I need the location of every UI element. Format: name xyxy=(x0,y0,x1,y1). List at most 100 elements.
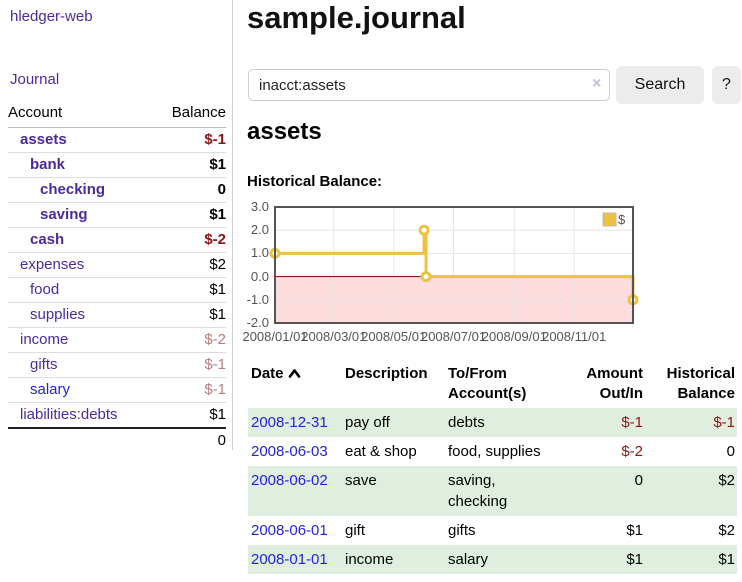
account-balance: $-2 xyxy=(153,227,226,253)
clear-search-icon[interactable]: × xyxy=(592,75,602,92)
account-balance: $2 xyxy=(153,252,226,278)
y-tick-label: 0.0 xyxy=(250,268,269,284)
sidebar: hledger-web Journal Account Balance asse… xyxy=(0,0,233,453)
register-col-accounts: To/From Account(s) xyxy=(448,365,527,402)
x-tick-label: 2008/03/01 xyxy=(301,329,367,344)
account-link-saving[interactable]: saving xyxy=(40,206,88,223)
txn-accounts: saving, checking xyxy=(448,472,508,510)
help-button[interactable]: ? xyxy=(712,66,741,104)
search-input[interactable] xyxy=(248,69,610,101)
register-row: 2008-12-31 pay off debts $-1 $-1 xyxy=(248,408,737,437)
account-balance: $1 xyxy=(153,402,226,428)
x-tick-label: 2008/09/01 xyxy=(481,329,547,344)
txn-balance: $-1 xyxy=(713,414,735,431)
account-link-food[interactable]: food xyxy=(30,281,60,298)
txn-date-link[interactable]: 2008-12-31 xyxy=(251,414,328,431)
txn-accounts: salary xyxy=(448,551,489,568)
accounts-total-row: 0 xyxy=(8,427,226,453)
historical-balance-chart: $ 3.0 2.0 1.0 0.0 -1.0 -2.0 2008/01/01 2008/03/… xyxy=(238,199,642,350)
search-button[interactable]: Search xyxy=(616,66,704,104)
account-balance: $1 xyxy=(153,277,226,303)
page-title: sample.journal xyxy=(247,0,466,35)
account-link-income[interactable]: income xyxy=(20,331,69,348)
account-link-expenses[interactable]: expenses xyxy=(20,256,85,273)
txn-date-link[interactable]: 2008-01-01 xyxy=(251,551,328,568)
y-tick-label: 2.0 xyxy=(250,222,269,238)
register-row: 2008-06-01 gift gifts $1 $2 xyxy=(248,516,737,545)
register-col-amount: Amount Out/In xyxy=(586,365,643,402)
account-balance: 0 xyxy=(153,177,226,203)
accounts-header-row: Account Balance xyxy=(8,100,226,128)
account-link-cash[interactable]: cash xyxy=(30,231,65,248)
chart-title: Historical Balance: xyxy=(247,173,383,190)
txn-date-link[interactable]: 2008-06-03 xyxy=(251,443,328,460)
account-balance: $1 xyxy=(153,302,226,328)
txn-description: eat & shop xyxy=(345,443,417,460)
register-col-description: Description xyxy=(345,365,428,382)
y-tick-label: -2.0 xyxy=(246,315,269,330)
account-balance: $1 xyxy=(153,202,226,228)
accounts-total-value: 0 xyxy=(153,427,226,453)
txn-amount: $1 xyxy=(626,522,643,539)
account-row-food: food $1 xyxy=(8,277,226,303)
account-link-liabilities-debts[interactable]: liabilities:debts xyxy=(20,406,118,423)
account-row-bank: bank $1 xyxy=(8,152,226,178)
x-tick-label: 2008/01/01 xyxy=(242,329,308,344)
x-tick-label: 2008/07/01 xyxy=(420,329,487,344)
register-header-row: Date Description To/From Account(s) Amou… xyxy=(248,360,737,408)
account-row-assets: assets $-1 xyxy=(8,128,226,153)
register-col-balance: Historical Balance xyxy=(666,365,735,402)
txn-description: pay off xyxy=(345,414,390,431)
register-row: 2008-01-01 income salary $1 $1 xyxy=(248,545,737,574)
account-row-supplies: supplies $1 xyxy=(8,302,226,328)
txn-description: gift xyxy=(345,522,366,539)
txn-description: save xyxy=(345,472,377,489)
account-row-liabilities-debts: liabilities:debts $1 xyxy=(8,402,226,428)
register-col-date[interactable]: Date xyxy=(248,360,345,408)
y-tick-label: 3.0 xyxy=(250,199,269,214)
account-row-expenses: expenses $2 xyxy=(8,252,226,278)
y-tick-label: 1.0 xyxy=(250,245,269,261)
register-table: Date Description To/From Account(s) Amou… xyxy=(248,360,737,574)
txn-amount: $-1 xyxy=(621,414,643,431)
sidebar-item-journal[interactable]: Journal xyxy=(10,71,60,88)
chart-canvas: $ xyxy=(238,200,642,355)
account-balance: $-1 xyxy=(153,352,226,378)
txn-balance: $1 xyxy=(718,551,735,568)
account-link-gifts[interactable]: gifts xyxy=(30,356,58,373)
txn-date-link[interactable]: 2008-06-02 xyxy=(251,472,328,489)
account-link-salary[interactable]: salary xyxy=(30,381,71,398)
account-link-supplies[interactable]: supplies xyxy=(30,306,86,323)
txn-balance: 0 xyxy=(726,443,735,460)
account-link-checking[interactable]: checking xyxy=(40,181,106,198)
sort-chevron-up-icon xyxy=(288,369,300,378)
account-row-income: income $-2 xyxy=(8,327,226,353)
txn-balance: $2 xyxy=(718,522,735,539)
register-row: 2008-06-03 eat & shop food, supplies $-2… xyxy=(248,437,737,466)
account-balance: $-1 xyxy=(153,377,226,403)
txn-accounts: gifts xyxy=(448,522,476,539)
x-tick-label: 2008/05/01 xyxy=(361,329,427,344)
account-link-bank[interactable]: bank xyxy=(30,156,66,173)
txn-amount: 0 xyxy=(634,472,643,489)
register-row: 2008-06-02 save saving, checking 0 $2 xyxy=(248,466,737,516)
account-row-checking: checking 0 xyxy=(8,177,226,203)
txn-amount: $1 xyxy=(626,551,643,568)
app-title-link[interactable]: hledger-web xyxy=(10,8,93,25)
account-balance: $-1 xyxy=(204,131,226,148)
txn-balance: $2 xyxy=(718,472,735,489)
account-link-assets[interactable]: assets xyxy=(20,131,67,148)
account-balance: $-2 xyxy=(153,327,226,353)
txn-accounts: debts xyxy=(448,414,485,431)
account-row-cash: cash $-2 xyxy=(8,227,226,253)
svg-text:$: $ xyxy=(618,212,626,227)
txn-date-link[interactable]: 2008-06-01 xyxy=(251,522,328,539)
register-col-date-label: Date xyxy=(251,365,284,382)
account-row-gifts: gifts $-1 xyxy=(8,352,226,378)
txn-amount: $-2 xyxy=(621,443,643,460)
txn-accounts: food, supplies xyxy=(448,443,541,460)
accounts-table: Account Balance assets $-1 bank $1 check… xyxy=(8,100,226,453)
txn-description: income xyxy=(345,551,394,568)
accounts-col-account: Account xyxy=(8,100,154,128)
account-row-salary: salary $-1 xyxy=(8,377,226,403)
